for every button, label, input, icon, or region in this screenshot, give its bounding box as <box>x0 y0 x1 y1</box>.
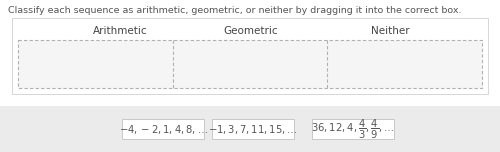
Text: $-1, 3, 7, 11, 15, \ldots$: $-1, 3, 7, 11, 15, \ldots$ <box>208 123 298 135</box>
Text: Neither: Neither <box>370 26 410 36</box>
Bar <box>212 119 294 139</box>
Bar <box>0 106 500 152</box>
Text: Arithmetic: Arithmetic <box>92 26 148 36</box>
Bar <box>312 119 394 139</box>
Text: $36, 12, 4, \dfrac{4}{3}, \dfrac{4}{9}, \ldots$: $36, 12, 4, \dfrac{4}{3}, \dfrac{4}{9}, … <box>311 117 395 141</box>
Text: $-4, -2, 1, 4, 8, \ldots$: $-4, -2, 1, 4, 8, \ldots$ <box>118 123 208 135</box>
Bar <box>122 119 204 139</box>
Text: Classify each sequence as arithmetic, geometric, or neither by dragging it into : Classify each sequence as arithmetic, ge… <box>8 6 462 15</box>
Text: Geometric: Geometric <box>224 26 278 36</box>
Bar <box>18 40 482 88</box>
Bar <box>12 18 488 94</box>
